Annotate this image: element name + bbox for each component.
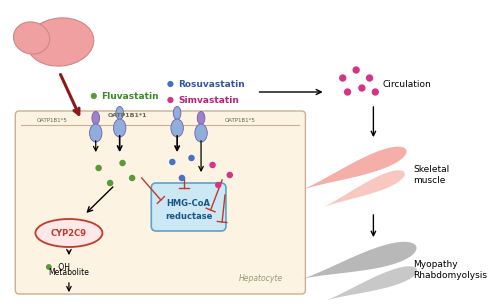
Point: [214, 183, 222, 188]
FancyBboxPatch shape: [152, 183, 226, 231]
Polygon shape: [302, 147, 406, 190]
Text: Metabolite: Metabolite: [48, 268, 90, 277]
Point: [118, 161, 126, 166]
Point: [178, 176, 186, 181]
Point: [166, 82, 174, 87]
Point: [168, 159, 176, 164]
Ellipse shape: [197, 111, 205, 125]
Text: Circulation: Circulation: [383, 80, 432, 88]
Ellipse shape: [36, 219, 102, 247]
Text: Myopathy
Rhabdomyolysis: Myopathy Rhabdomyolysis: [414, 260, 488, 280]
Point: [226, 173, 234, 177]
Point: [45, 265, 53, 270]
Point: [358, 86, 366, 91]
Ellipse shape: [174, 106, 181, 120]
Text: Hepatocyte: Hepatocyte: [238, 274, 282, 283]
Point: [338, 76, 346, 80]
Polygon shape: [323, 170, 405, 207]
Text: HMG-CoA: HMG-CoA: [166, 199, 210, 207]
Point: [366, 76, 374, 80]
Text: Skeletal
muscle: Skeletal muscle: [414, 165, 450, 185]
Point: [188, 155, 196, 160]
FancyBboxPatch shape: [16, 111, 306, 294]
Ellipse shape: [14, 22, 50, 54]
Ellipse shape: [114, 119, 126, 137]
Ellipse shape: [171, 119, 183, 137]
Point: [106, 181, 114, 185]
Point: [128, 176, 136, 181]
Text: OATP1B1*5: OATP1B1*5: [225, 118, 256, 123]
Point: [208, 162, 216, 167]
Ellipse shape: [92, 111, 100, 125]
Point: [90, 94, 98, 99]
Point: [166, 98, 174, 103]
Text: Simvastatin: Simvastatin: [178, 95, 239, 105]
Polygon shape: [326, 266, 417, 300]
Ellipse shape: [195, 124, 207, 142]
Point: [372, 90, 380, 95]
Ellipse shape: [27, 18, 94, 66]
Text: Rosuvastatin: Rosuvastatin: [178, 80, 245, 88]
Text: CYP2C9: CYP2C9: [51, 229, 87, 237]
Text: reductase: reductase: [165, 211, 212, 221]
Text: OATP1B1*1: OATP1B1*1: [108, 113, 147, 118]
Text: ·OH: ·OH: [56, 263, 70, 271]
Point: [344, 90, 351, 95]
Point: [352, 68, 360, 73]
Polygon shape: [302, 242, 416, 279]
Ellipse shape: [116, 106, 124, 120]
Text: Fluvastatin: Fluvastatin: [102, 91, 159, 100]
Ellipse shape: [90, 124, 102, 142]
Text: OATP1B1*5: OATP1B1*5: [36, 118, 68, 123]
Point: [94, 166, 102, 170]
